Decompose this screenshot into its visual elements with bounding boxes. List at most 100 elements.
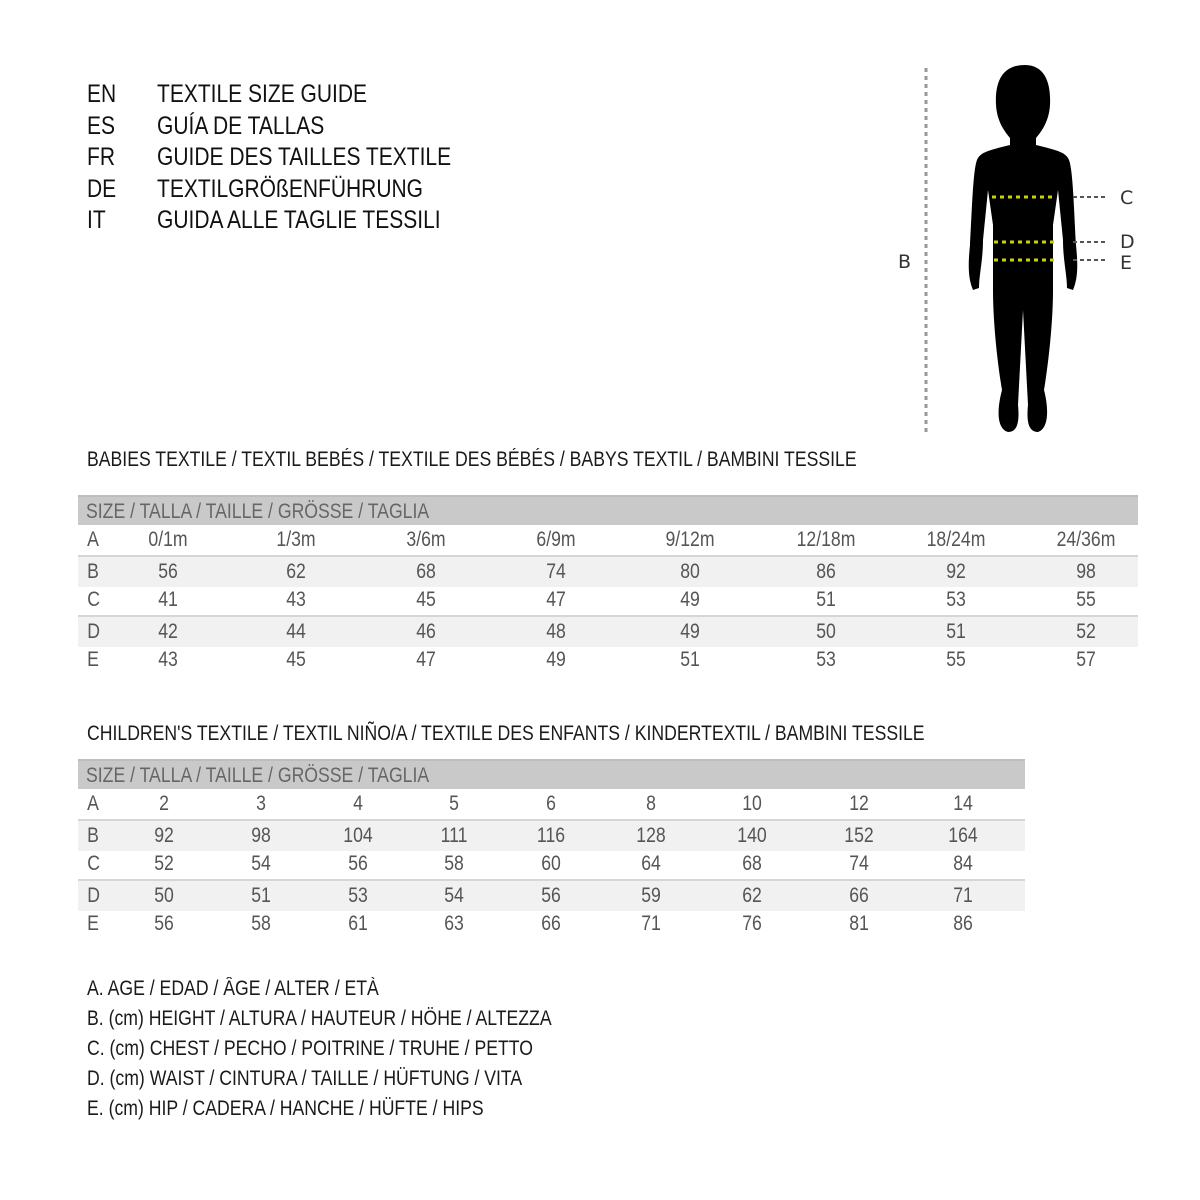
table-cell: 14	[953, 792, 973, 815]
table-cell: 6/9m	[536, 528, 576, 551]
table-cell: 9/12m	[665, 528, 715, 551]
row-label: E	[87, 912, 99, 935]
size-header-label: SIZE / TALLA / TAILLE / GRÖSSE / TAGLIA	[86, 500, 430, 523]
table-cell: 53	[816, 648, 836, 671]
table-cell: 50	[154, 884, 174, 907]
title-lang-code: FR	[87, 143, 115, 171]
table-cell: 86	[953, 912, 973, 935]
table-cell: 81	[849, 912, 869, 935]
title-text: TEXTILGRÖßENFÜHRUNG	[157, 174, 424, 203]
table-cell: 98	[251, 824, 271, 847]
row-label: C	[87, 588, 100, 611]
children-heading: CHILDREN'S TEXTILE / TEXTIL NIÑO/A / TEX…	[87, 722, 925, 745]
table-row: A 2 3 4 5 6 8 10 12 14	[78, 789, 1025, 819]
table-cell: 57	[1076, 648, 1096, 671]
table-cell: 68	[416, 560, 436, 583]
table-cell: 74	[849, 852, 869, 875]
table-cell: 58	[251, 912, 271, 935]
table-cell: 4	[353, 792, 363, 815]
table-row: C 52 54 56 58 60 64 68 74 84	[78, 849, 1025, 879]
table-cell: 50	[816, 620, 836, 643]
row-label: B	[87, 824, 99, 847]
table-cell: 48	[546, 620, 566, 643]
row-label: B	[87, 560, 99, 583]
label-b: B	[898, 251, 911, 273]
table-cell: 3/6m	[406, 528, 446, 551]
table-cell: 52	[154, 852, 174, 875]
legend-item: E. (cm) HIP / CADERA / HANCHE / HÜFTE / …	[87, 1097, 484, 1120]
table-row: E 43 45 47 49 51 53 55 57	[78, 645, 1138, 675]
title-text: GUIDA ALLE TAGLIE TESSILI	[157, 206, 441, 234]
legend-item: A. AGE / EDAD / ÂGE / ALTER / ETÀ	[87, 977, 379, 1000]
title-lang-code: IT	[87, 206, 106, 234]
table-cell: 59	[641, 884, 661, 907]
table-cell: 1/3m	[276, 528, 316, 551]
table-cell: 10	[742, 792, 762, 815]
table-cell: 56	[541, 884, 561, 907]
table-cell: 63	[444, 912, 464, 935]
table-cell: 18/24m	[926, 528, 986, 551]
table-cell: 51	[251, 884, 271, 907]
table-cell: 41	[158, 588, 178, 611]
table-cell: 60	[541, 852, 561, 875]
table-cell: 6	[546, 792, 556, 815]
table-cell: 62	[742, 884, 762, 907]
babies-heading: BABIES TEXTILE / TEXTIL BEBÉS / TEXTILE …	[87, 448, 857, 471]
table-cell: 71	[953, 884, 973, 907]
child-silhouette-icon	[968, 65, 1078, 432]
table-row: D 42 44 46 48 49 50 51 52	[78, 615, 1138, 647]
table-cell: 46	[416, 620, 436, 643]
table-cell: 5	[449, 792, 459, 815]
table-cell: 54	[444, 884, 464, 907]
row-label: E	[87, 648, 99, 671]
title-text: TEXTILE SIZE GUIDE	[157, 80, 368, 108]
table-cell: 76	[742, 912, 762, 935]
table-cell: 56	[158, 560, 178, 583]
table-cell: 47	[416, 648, 436, 671]
table-cell: 56	[348, 852, 368, 875]
size-header-bar: SIZE / TALLA / TAILLE / GRÖSSE / TAGLIA	[78, 495, 1138, 525]
title-text: GUÍA DE TALLAS	[157, 111, 325, 140]
table-cell: 56	[154, 912, 174, 935]
table-cell: 2	[159, 792, 169, 815]
table-cell: 92	[154, 824, 174, 847]
table-cell: 164	[948, 824, 978, 847]
table-cell: 53	[946, 588, 966, 611]
table-cell: 62	[286, 560, 306, 583]
table-cell: 45	[416, 588, 436, 611]
table-cell: 44	[286, 620, 306, 643]
table-cell: 43	[286, 588, 306, 611]
table-cell: 58	[444, 852, 464, 875]
table-cell: 49	[546, 648, 566, 671]
table-cell: 51	[816, 588, 836, 611]
table-cell: 12	[849, 792, 869, 815]
row-label: D	[87, 620, 100, 643]
table-cell: 54	[251, 852, 271, 875]
table-cell: 51	[946, 620, 966, 643]
table-cell: 116	[536, 824, 566, 847]
title-lang-code: ES	[87, 111, 116, 140]
table-cell: 104	[343, 824, 373, 847]
table-cell: 49	[680, 588, 700, 611]
row-label: D	[87, 884, 100, 907]
table-cell: 45	[286, 648, 306, 671]
table-row: A 0/1m 1/3m 3/6m 6/9m 9/12m 12/18m 18/24m 24/36m	[78, 525, 1138, 555]
size-header-bar: SIZE / TALLA / TAILLE / GRÖSSE / TAGLIA	[78, 759, 1025, 789]
table-cell: 71	[641, 912, 661, 935]
table-cell: 128	[636, 824, 666, 847]
table-cell: 42	[158, 620, 178, 643]
table-cell: 51	[680, 648, 700, 671]
title-text: GUIDE DES TAILLES TEXTILE	[157, 143, 452, 171]
title-lang-code: EN	[87, 80, 117, 108]
title-lang-code: DE	[87, 174, 117, 203]
table-cell: 84	[953, 852, 973, 875]
table-cell: 24/36m	[1056, 528, 1116, 551]
table-cell: 3	[256, 792, 266, 815]
label-d: D	[1120, 231, 1135, 253]
table-cell: 66	[849, 884, 869, 907]
table-cell: 111	[440, 824, 468, 847]
legend-item: D. (cm) WAIST / CINTURA / TAILLE / HÜFTU…	[87, 1067, 523, 1090]
child-silhouette-figure: B C D E	[898, 65, 1135, 432]
table-row: B 92 98 104 111 116 128 140 152 164	[78, 819, 1025, 851]
